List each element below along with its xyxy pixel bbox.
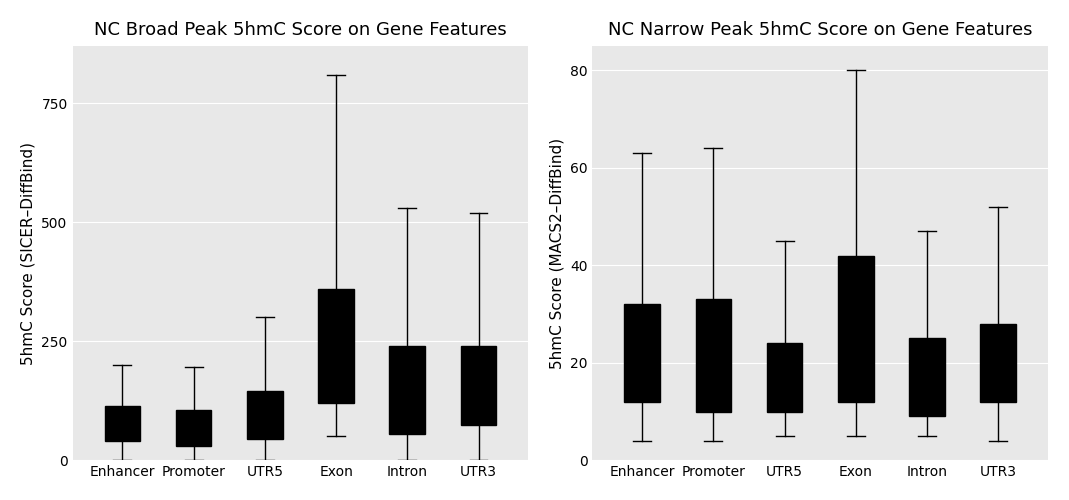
PathPatch shape [319,289,354,403]
PathPatch shape [389,346,425,434]
PathPatch shape [247,391,282,439]
Y-axis label: 5hmC Score (SICER–DiffBind): 5hmC Score (SICER–DiffBind) [20,142,36,364]
PathPatch shape [175,410,212,446]
PathPatch shape [980,324,1017,402]
PathPatch shape [105,406,140,442]
PathPatch shape [461,346,496,424]
PathPatch shape [624,304,660,402]
Y-axis label: 5hmC Score (MACS2–DiffBind): 5hmC Score (MACS2–DiffBind) [549,138,564,368]
Title: NC Narrow Peak 5hmC Score on Gene Features: NC Narrow Peak 5hmC Score on Gene Featur… [608,21,1033,39]
PathPatch shape [696,300,731,412]
PathPatch shape [910,338,945,416]
PathPatch shape [838,256,873,402]
PathPatch shape [766,344,803,411]
Title: NC Broad Peak 5hmC Score on Gene Features: NC Broad Peak 5hmC Score on Gene Feature… [94,21,507,39]
